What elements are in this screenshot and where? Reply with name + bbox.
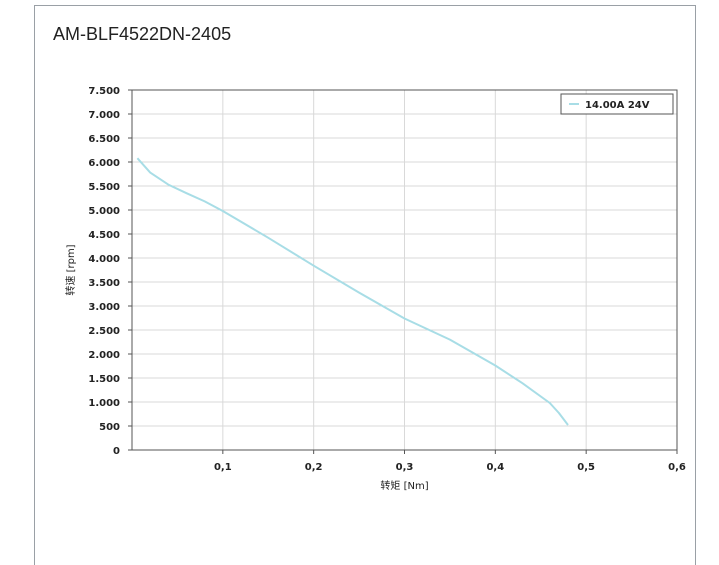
y-tick-label: 5.000 <box>88 206 120 217</box>
y-tick-label: 4.000 <box>88 254 120 265</box>
x-tick-label: 0,5 <box>577 462 595 473</box>
y-tick-label: 7.000 <box>88 110 120 121</box>
y-tick-label: 3.000 <box>88 302 120 313</box>
y-tick-label: 6.000 <box>88 158 120 169</box>
x-tick-label: 0,1 <box>214 462 232 473</box>
chart-title: AM-BLF4522DN-2405 <box>53 24 232 44</box>
legend-box <box>560 93 674 115</box>
speed-torque-chart: 0 500 1.000 1.500 2.000 2.500 3.000 3.500 4.000 4… <box>64 86 686 492</box>
y-tick-label: 2.000 <box>88 350 120 361</box>
chart-legend: 14.00A 24V <box>560 93 674 115</box>
x-tick-label: 0,6 <box>668 462 686 473</box>
chart-series <box>136 157 569 426</box>
y-tick-label: 5.500 <box>88 182 120 193</box>
x-axis-label: 转矩 [Nm] <box>380 479 428 492</box>
y-tick-label: 6.500 <box>88 134 120 145</box>
y-tick-label: 1.000 <box>88 398 120 409</box>
y-axis-label: 转速 [rpm] <box>64 244 77 295</box>
y-tick-label: 7.500 <box>88 86 120 97</box>
x-tick-label: 0,3 <box>396 462 414 473</box>
chart-grid <box>132 90 677 450</box>
y-tick-label: 3.500 <box>88 278 120 289</box>
y-tick-label: 500 <box>99 422 120 433</box>
y-tick-label: 4.500 <box>88 230 120 241</box>
x-axis-ticks: 0,1 0,2 0,3 0,4 0,5 0,6 <box>214 450 686 473</box>
x-tick-label: 0,2 <box>305 462 323 473</box>
y-tick-label: 0 <box>113 446 120 457</box>
legend-label: 14.00A 24V <box>585 100 650 111</box>
x-tick-label: 0,4 <box>486 462 504 473</box>
y-tick-label: 2.500 <box>88 326 120 337</box>
y-axis-ticks: 0 500 1.000 1.500 2.000 2.500 3.000 3.500 4.000 4… <box>88 86 132 457</box>
y-tick-label: 1.500 <box>88 374 120 385</box>
series-line-0 <box>136 157 569 426</box>
